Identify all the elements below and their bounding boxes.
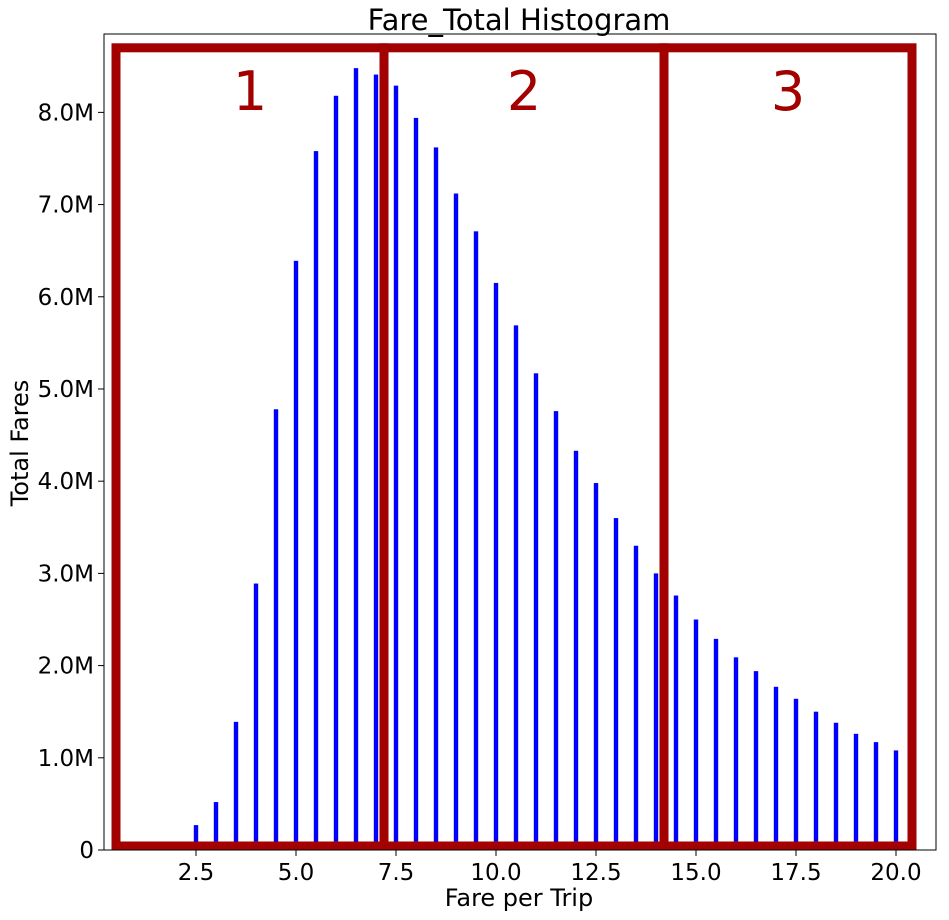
y-tick-label: 7.0M: [38, 193, 94, 219]
y-tick-label: 1.0M: [38, 746, 94, 772]
region-box: [659, 43, 917, 851]
histogram-bar: [633, 545, 639, 850]
histogram-bar: [473, 231, 479, 850]
histogram-bar: [313, 151, 319, 851]
histogram-bar: [733, 657, 739, 850]
x-tick-label: 2.5: [178, 860, 215, 886]
x-tick-label: 17.5: [770, 860, 821, 886]
histogram-bar: [353, 68, 359, 851]
y-tick-label: 4.0M: [38, 469, 94, 495]
histogram-bar: [493, 282, 499, 850]
histogram-bar: [513, 325, 519, 850]
region-box: [111, 43, 389, 851]
histogram-bar: [213, 802, 219, 850]
histogram-bar: [553, 411, 559, 850]
histogram-bar: [253, 583, 259, 850]
histogram-bar: [853, 733, 859, 850]
y-tick-label: 0: [79, 838, 94, 864]
region-box: [379, 43, 669, 851]
histogram-bar: [793, 698, 799, 850]
x-axis-label: Fare per Trip: [445, 884, 593, 912]
histogram-bar: [653, 573, 659, 850]
histogram-bar: [193, 825, 199, 850]
x-tick-label: 15.0: [670, 860, 721, 886]
y-tick-label: 6.0M: [38, 285, 94, 311]
region-label: 2: [507, 60, 541, 123]
y-axis-label: Total Fares: [6, 380, 34, 508]
histogram-bar: [813, 711, 819, 850]
histogram-bar: [773, 686, 779, 850]
plot-frame: [103, 33, 937, 851]
region-label: 3: [771, 60, 805, 123]
x-axis-ticks: 2.5 5.0 7.5 10.0 12.5 15.0 17.5 20.0: [178, 850, 922, 886]
histogram-bar: [413, 117, 419, 850]
histogram-bar: [873, 742, 879, 850]
histogram-bar: [893, 750, 899, 850]
histogram-bar: [593, 483, 599, 850]
histogram-bar: [833, 722, 839, 850]
histogram-bar: [233, 721, 239, 850]
x-tick-label: 10.0: [470, 860, 521, 886]
histogram-bar: [273, 409, 279, 850]
y-tick-label: 3.0M: [38, 561, 94, 587]
histogram-bar: [293, 260, 299, 850]
y-axis-ticks: 0 1.0M 2.0M 3.0M 4.0M 5.0M 6.0M 7.0M 8.0M: [38, 100, 104, 864]
histogram-bar: [713, 638, 719, 850]
histogram-bar: [613, 518, 619, 850]
histogram-bar: [753, 671, 759, 850]
chart-title: Fare_Total Histogram: [368, 3, 671, 37]
histogram-bar: [333, 95, 339, 850]
histogram-bar: [373, 74, 379, 850]
histogram-bar: [693, 619, 699, 850]
x-tick-label: 12.5: [570, 860, 621, 886]
histogram-bar: [533, 373, 539, 850]
bars-group: [193, 68, 899, 851]
y-tick-label: 8.0M: [38, 100, 94, 126]
region-annotations: 1 2 3: [111, 43, 917, 851]
region-label: 1: [233, 60, 267, 123]
histogram-bar: [573, 450, 579, 850]
histogram-bar: [453, 193, 459, 850]
x-tick-label: 20.0: [870, 860, 921, 886]
y-tick-label: 2.0M: [38, 654, 94, 680]
y-tick-label: 5.0M: [38, 377, 94, 403]
histogram-bar: [673, 595, 679, 850]
histogram-bar: [393, 85, 399, 850]
x-tick-label: 7.5: [378, 860, 415, 886]
histogram-bar: [433, 147, 439, 850]
x-tick-label: 5.0: [278, 860, 315, 886]
